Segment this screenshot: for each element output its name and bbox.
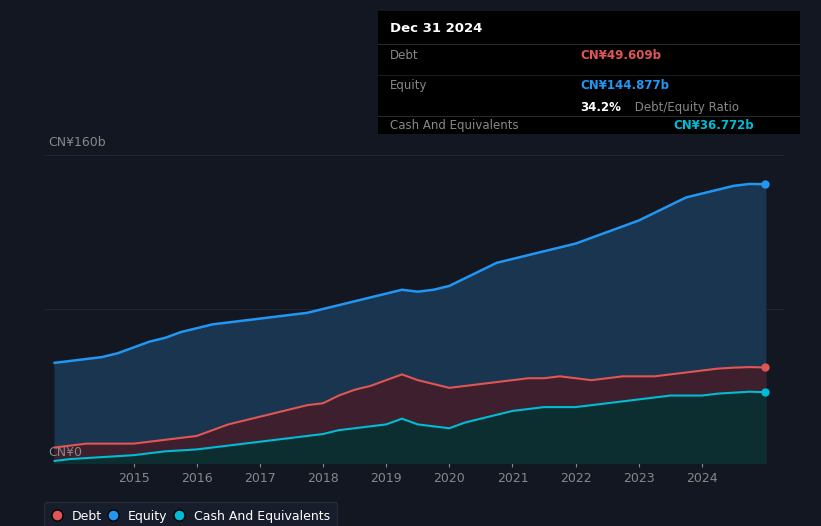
Text: 34.2%: 34.2%: [580, 101, 621, 114]
Text: Dec 31 2024: Dec 31 2024: [390, 22, 483, 35]
Text: CN¥144.877b: CN¥144.877b: [580, 78, 670, 92]
Text: CN¥160b: CN¥160b: [48, 136, 106, 149]
Text: CN¥0: CN¥0: [48, 446, 82, 459]
Text: CN¥36.772b: CN¥36.772b: [674, 119, 754, 133]
Text: Cash And Equivalents: Cash And Equivalents: [390, 119, 519, 133]
Text: Debt: Debt: [390, 49, 419, 62]
Text: Debt/Equity Ratio: Debt/Equity Ratio: [631, 101, 740, 114]
Text: CN¥49.609b: CN¥49.609b: [580, 49, 662, 62]
Legend: Debt, Equity, Cash And Equivalents: Debt, Equity, Cash And Equivalents: [44, 502, 337, 526]
Text: Equity: Equity: [390, 78, 428, 92]
